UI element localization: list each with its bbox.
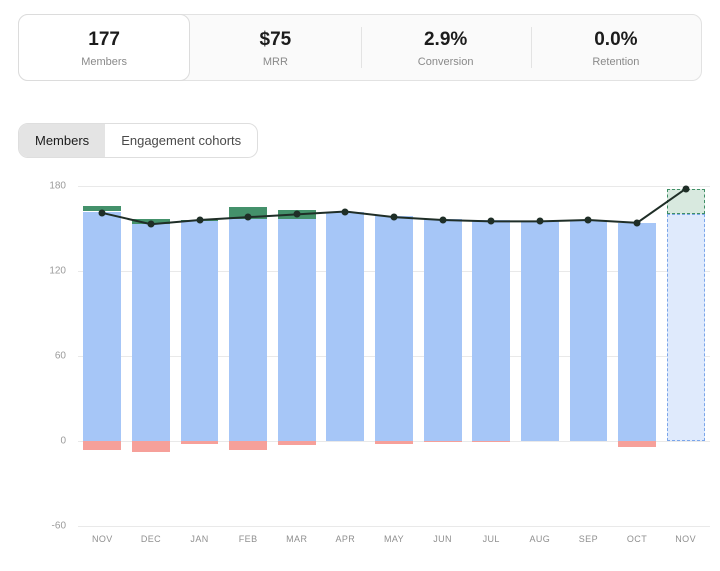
total-members-point[interactable]	[244, 213, 252, 221]
total-members-point[interactable]	[98, 209, 106, 217]
members-chart: 180 120 60 0 -60 NOV DEC JAN FEB MAR APR MAY JUN JUL…	[12, 181, 710, 544]
total-members-point[interactable]	[341, 208, 349, 215]
x-tick-label: JUN	[433, 534, 452, 544]
bar-existing-members[interactable]	[83, 211, 122, 441]
x-tick-label: NOV	[675, 534, 696, 544]
bar-existing-members[interactable]	[520, 221, 559, 441]
bar-churned-members[interactable]	[180, 441, 219, 444]
total-members-point[interactable]	[196, 216, 204, 224]
bar-existing-members[interactable]	[423, 218, 462, 441]
stat-value-members: 177	[88, 29, 120, 50]
y-tick-label: 0	[60, 435, 66, 447]
stats-row: 177 Members $75 MRR 2.9% Conversion 0.0%…	[18, 14, 702, 81]
bar-existing-members[interactable]	[131, 224, 170, 441]
gridline	[78, 186, 710, 187]
total-members-point[interactable]	[390, 213, 398, 221]
bar-existing-members[interactable]	[180, 221, 219, 441]
bar-existing-members[interactable]	[375, 215, 413, 441]
chart-plot	[78, 185, 710, 527]
x-tick-label: APR	[335, 534, 356, 544]
gridline	[78, 526, 710, 527]
total-members-point[interactable]	[584, 216, 592, 224]
y-tick-label: 60	[54, 350, 66, 362]
total-members-point[interactable]	[682, 185, 690, 193]
bar-existing-members[interactable]	[569, 220, 608, 441]
bar-churned-members[interactable]	[83, 441, 122, 450]
x-tick-label: JAN	[190, 534, 209, 544]
y-tick-label: 120	[49, 265, 66, 277]
bar-existing-members[interactable]	[229, 218, 268, 441]
bar-churned-members[interactable]	[131, 441, 170, 453]
tab-engagement-cohorts[interactable]: Engagement cohorts	[121, 133, 242, 148]
bar-existing-members[interactable]	[472, 220, 511, 441]
total-members-point[interactable]	[147, 220, 155, 228]
chart-tab-group: Members Engagement cohorts	[18, 123, 259, 158]
x-tick-label: FEB	[238, 534, 258, 544]
x-tick-label: NOV	[91, 534, 113, 544]
bar-churned-members[interactable]	[472, 441, 511, 443]
tab-members[interactable]: Members	[19, 124, 106, 157]
bar-churned-members[interactable]	[375, 441, 413, 444]
bar-new-members[interactable]	[666, 188, 705, 215]
y-tick-label: 180	[49, 180, 66, 192]
stat-label-retention: Retention	[592, 56, 640, 68]
x-tick-label: OCT	[626, 534, 648, 544]
x-tick-label: DEC	[140, 534, 162, 544]
stat-value-mrr: $75	[259, 29, 292, 50]
x-tick-label: SEP	[578, 534, 598, 544]
x-tick-label: MAR	[286, 534, 308, 544]
total-members-point[interactable]	[439, 216, 447, 224]
stat-card-members[interactable]: 177 Members	[18, 14, 191, 81]
bar-existing-members[interactable]	[666, 214, 705, 441]
bar-churned-members[interactable]	[229, 441, 268, 450]
stat-value-retention: 0.0%	[594, 29, 638, 50]
total-members-point[interactable]	[487, 217, 495, 225]
bar-churned-members[interactable]	[618, 441, 657, 447]
chart-y-axis: 180 120 60 0 -60	[12, 181, 78, 532]
chart-x-axis: NOV DEC JAN FEB MAR APR MAY JUN JUL AUG SEP OCT NOV	[78, 534, 710, 544]
total-members-point[interactable]	[536, 217, 544, 225]
bar-existing-members[interactable]	[277, 218, 316, 441]
total-members-point[interactable]	[633, 219, 641, 227]
stat-card-conversion[interactable]: 2.9% Conversion	[360, 15, 531, 80]
stat-label-mrr: MRR	[262, 56, 288, 68]
stat-label-conversion: Conversion	[417, 56, 474, 68]
stat-card-mrr[interactable]: $75 MRR	[190, 15, 360, 80]
x-tick-label: AUG	[529, 534, 551, 544]
bar-existing-members[interactable]	[326, 211, 365, 441]
stat-card-retention[interactable]: 0.0% Retention	[530, 15, 701, 80]
bar-churned-members[interactable]	[423, 441, 462, 443]
x-tick-label: JUL	[482, 534, 500, 544]
stat-label-members: Members	[81, 56, 128, 68]
total-members-point[interactable]	[293, 210, 301, 218]
x-tick-label: MAY	[383, 534, 404, 544]
bar-existing-members[interactable]	[618, 222, 657, 441]
stat-value-conversion: 2.9%	[423, 29, 468, 50]
bar-churned-members[interactable]	[277, 441, 316, 446]
y-tick-label: -60	[51, 520, 66, 532]
